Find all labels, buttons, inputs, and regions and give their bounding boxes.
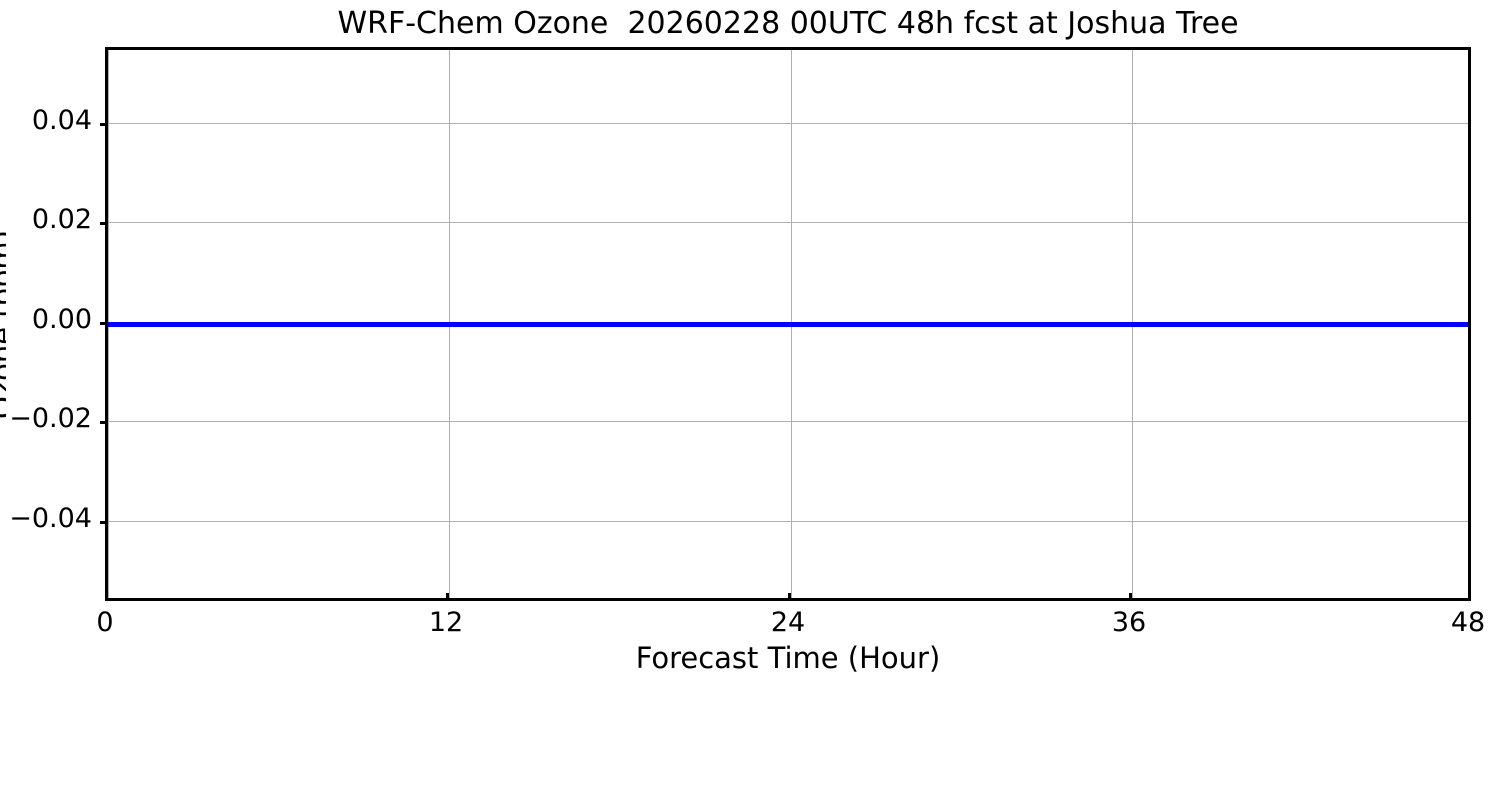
series-line-segment: [391, 321, 420, 327]
series-line-segment: [1071, 321, 1100, 327]
series-line-segment: [731, 321, 760, 327]
x-tick-mark: [105, 593, 108, 601]
series-line-segment: [1156, 321, 1185, 327]
series-line-segment: [1241, 321, 1270, 327]
series-line-segment: [1184, 321, 1213, 327]
y-tick-mark: [100, 222, 108, 225]
chart-title: WRF-Chem Ozone 20260228 00UTC 48h fcst a…: [337, 6, 1239, 41]
y-tick-mark: [100, 123, 108, 126]
y-tick-mark: [100, 521, 108, 524]
series-line-segment: [901, 321, 930, 327]
series-line-segment: [1269, 321, 1298, 327]
data-series-layer: [108, 50, 1468, 598]
y-tick-label: 0.00: [31, 304, 92, 335]
series-line-segment: [1383, 321, 1412, 327]
x-tick-mark: [446, 593, 449, 601]
series-line-segment: [363, 321, 392, 327]
series-line-segment: [788, 321, 817, 327]
y-tick-mark: [100, 421, 108, 424]
series-line-segment: [759, 321, 788, 327]
series-line-segment: [1128, 321, 1157, 327]
gridline-horizontal: [108, 222, 1468, 223]
y-tick-label: −0.04: [9, 503, 92, 534]
series-line-segment: [816, 321, 845, 327]
series-line-segment: [1043, 321, 1072, 327]
series-line-segment: [136, 321, 165, 327]
series-line-segment: [674, 321, 703, 327]
series-line-segment: [193, 321, 222, 327]
series-line-segment: [1298, 321, 1327, 327]
series-line-segment: [1411, 321, 1440, 327]
series-line-segment: [278, 321, 307, 327]
series-line-segment: [873, 321, 902, 327]
series-line-segment: [334, 321, 363, 327]
x-tick-label: 36: [1111, 607, 1147, 638]
series-line-segment: [1014, 321, 1043, 327]
x-tick-label: 48: [1450, 607, 1486, 638]
series-line-segment: [1326, 321, 1355, 327]
x-tick-label: 12: [428, 607, 464, 638]
series-line-segment: [1099, 321, 1128, 327]
series-line-segment: [561, 321, 590, 327]
series-line-segment: [306, 321, 335, 327]
x-tick-label: 24: [770, 607, 806, 638]
y-axis-label: Ozone (ppm): [0, 230, 6, 419]
series-line-segment: [986, 321, 1015, 327]
x-axis-label: Forecast Time (Hour): [635, 641, 941, 675]
x-tick-mark: [1468, 593, 1471, 601]
series-line-segment: [958, 321, 987, 327]
y-tick-label: 0.02: [31, 204, 92, 235]
gridline-horizontal: [108, 123, 1468, 124]
x-tick-label: 0: [96, 607, 114, 638]
series-line-segment: [618, 321, 647, 327]
series-line-segment: [1213, 321, 1242, 327]
gridline-horizontal: [108, 521, 1468, 522]
series-line-segment: [249, 321, 278, 327]
series-line-segment: [844, 321, 873, 327]
series-line-segment: [646, 321, 675, 327]
x-tick-mark: [1129, 593, 1132, 601]
series-line-segment: [108, 321, 137, 327]
x-axis-tick-labels: 0 12 24 36 48: [96, 607, 1485, 643]
series-line-segment: [476, 321, 505, 327]
series-line-segment: [929, 321, 958, 327]
series-line-segment: [221, 321, 250, 327]
series-line-segment: [1439, 321, 1468, 327]
series-line-segment: [1354, 321, 1383, 327]
series-line-segment: [703, 321, 732, 327]
y-tick-label: −0.02: [9, 403, 92, 434]
series-line-segment: [589, 321, 618, 327]
x-tick-mark: [788, 593, 791, 601]
y-axis-tick-labels: 0.04 0.02 0.00 −0.02 −0.04: [0, 47, 92, 601]
series-line-segment: [504, 321, 533, 327]
series-line-segment: [448, 321, 477, 327]
y-tick-mark: [100, 322, 108, 325]
y-tick-label: 0.04: [31, 105, 92, 136]
series-line-segment: [419, 321, 448, 327]
gridline-horizontal: [108, 421, 1468, 422]
series-line-segment: [533, 321, 562, 327]
y-axis-label-clip: Ozone (ppm): [0, 47, 6, 601]
series-line-segment: [164, 321, 193, 327]
plot-area: [100, 47, 1471, 601]
